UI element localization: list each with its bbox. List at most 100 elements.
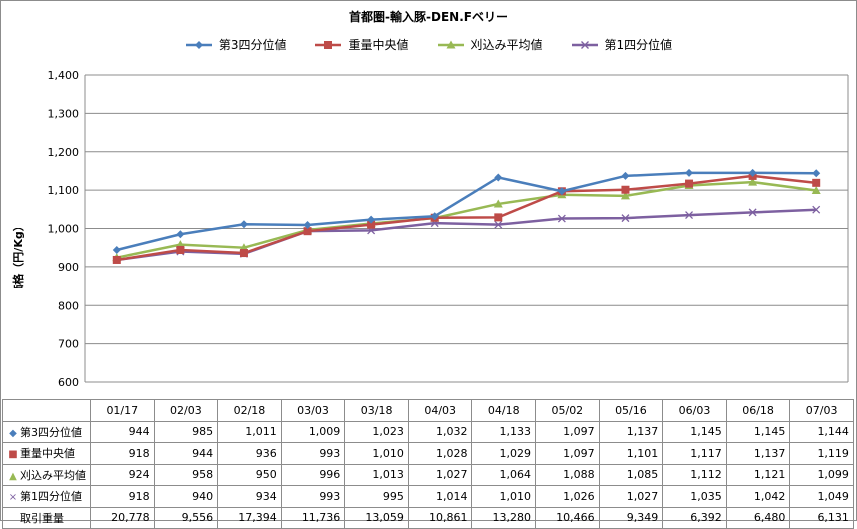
- table-header-row: 01/17 02/03 02/18 03/03 03/18 04/03 04/18 05/02…: [2, 399, 854, 422]
- series-line: [116, 171, 817, 252]
- table-cell: 1,064: [471, 463, 537, 486]
- table-row-header: ■ 重量中央値: [2, 442, 91, 465]
- table-cell: 936: [217, 442, 282, 465]
- table-cell: 1,133: [471, 420, 537, 443]
- table-cell: 996: [280, 463, 346, 486]
- table-cell: 1,101: [598, 442, 664, 465]
- series-line: [116, 174, 817, 262]
- series-line: [116, 180, 817, 259]
- chart-title: 首都圏-輸入豚-DEN.Fベリー: [349, 10, 508, 24]
- legend-swatch: [437, 40, 464, 48]
- table-row-label: 取引重量: [20, 511, 64, 525]
- table-cell: 1,049: [789, 485, 854, 508]
- x-tick-label: 05/16: [598, 399, 664, 422]
- table-cell: 11,736: [280, 506, 346, 529]
- x-tick-label: 03/03: [280, 399, 346, 422]
- x-tick-label: 04/18: [471, 399, 537, 422]
- marker-diamond: [194, 40, 203, 49]
- marker-triangle: [748, 177, 758, 186]
- marker-square: [303, 227, 312, 236]
- y-tick-label: 1,300: [48, 107, 80, 120]
- table-cell: 9,349: [598, 506, 664, 529]
- table-cell: 1,145: [662, 420, 727, 443]
- marker-x-stroke: [748, 208, 757, 217]
- table-row-marker: ▲: [9, 470, 17, 482]
- y-tick-label: 1,100: [48, 184, 80, 197]
- table-cell: 1,112: [662, 463, 727, 486]
- marker-diamond: [748, 168, 757, 177]
- y-tick-label: 700: [58, 338, 79, 351]
- marker-x: [557, 214, 566, 223]
- table-cell: 9,556: [153, 506, 219, 529]
- table-cell: 1,117: [662, 442, 727, 465]
- marker-square: [176, 245, 185, 254]
- table-row-header: ▲ 刈込み平均値: [2, 463, 91, 486]
- table-row-label: 刈込み平均値: [20, 468, 86, 482]
- table-cell: 1,121: [725, 463, 791, 486]
- chart-legend: 第3四分位値 重量中央値 刈込み平均値 第1四分位値: [0, 36, 857, 53]
- y-tick-label: 900: [58, 261, 79, 274]
- table-cell: 1,119: [789, 442, 854, 465]
- table-cell: 985: [153, 420, 219, 443]
- table-cell: 1,144: [789, 420, 854, 443]
- marker-x: [580, 40, 589, 49]
- marker-x: [812, 205, 821, 214]
- y-tick-label: 1,200: [48, 146, 80, 159]
- table-cell: 6,131: [789, 506, 854, 529]
- table-cell: 958: [153, 463, 219, 486]
- marker-x: [685, 211, 694, 220]
- marker-diamond: [239, 220, 248, 229]
- table-cell: 1,097: [535, 442, 600, 465]
- plot-area: 600 700 800 900 1,000 1,100 1,200 1,300 1,400: [48, 69, 849, 389]
- table-cell: 1,137: [725, 442, 791, 465]
- table-cell: 1,099: [789, 463, 854, 486]
- marker-diamond: [112, 245, 121, 254]
- table-row-label: 重量中央値: [20, 447, 75, 461]
- legend-label: 重量中央値: [348, 38, 409, 52]
- table-cell: 1,010: [344, 442, 409, 465]
- y-axis-label-container: 価格（円/Kg）: [11, 228, 25, 288]
- table-cell: 1,085: [598, 463, 664, 486]
- marker-x-stroke: [621, 214, 630, 223]
- table-row: ▲ 刈込み平均値 924 958 950 996 1,013 1,027 1,064 1,088 1…: [2, 463, 854, 486]
- x-tick-label: 05/02: [535, 399, 600, 422]
- table-cell: 940: [153, 485, 219, 508]
- table-corner-cell: [2, 399, 91, 422]
- y-axis-label: 価格（円/Kg）: [11, 228, 25, 288]
- table-cell: 993: [280, 442, 346, 465]
- marker-square: [367, 220, 376, 229]
- marker-x-stroke: [494, 220, 503, 229]
- table-cell: 1,011: [217, 420, 282, 443]
- marker-square: [494, 213, 503, 222]
- table-cell: 1,035: [662, 485, 727, 508]
- marker-triangle: [620, 191, 630, 200]
- table-cell: 918: [90, 485, 155, 508]
- legend-label: 第3四分位値: [218, 38, 287, 52]
- legend-swatch: [315, 40, 342, 49]
- table-cell: 1,042: [725, 485, 791, 508]
- x-tick-label: 06/03: [662, 399, 727, 422]
- table-cell: 1,023: [344, 420, 409, 443]
- marker-triangle: [493, 199, 503, 208]
- table-cell: 1,014: [407, 485, 473, 508]
- table-row-marker: ◆: [9, 427, 17, 439]
- table-cell: 944: [153, 442, 219, 465]
- table-cell: 1,010: [471, 485, 537, 508]
- marker-square: [112, 255, 121, 264]
- table-row-header: 取引重量: [2, 506, 91, 529]
- table-body: ◆ 第3四分位値 944 985 1,011 1,009 1,023 1,032 1,133 1,…: [2, 420, 854, 529]
- marker-diamond: [685, 168, 694, 177]
- marker-square: [239, 249, 248, 258]
- y-tick-label: 600: [58, 376, 79, 389]
- table-cell: 1,027: [407, 463, 473, 486]
- legend-item: 第3四分位値: [185, 36, 287, 53]
- marker-x: [494, 220, 503, 229]
- marker-diamond: [621, 171, 630, 180]
- marker-diamond: [494, 173, 503, 182]
- marker-triangle: [811, 186, 821, 195]
- y-tick-label: 1,000: [48, 223, 80, 236]
- marker-diamond: [557, 187, 566, 196]
- table-cell: 924: [90, 463, 155, 486]
- table-cell: 1,009: [280, 420, 346, 443]
- table-cell: 918: [90, 442, 155, 465]
